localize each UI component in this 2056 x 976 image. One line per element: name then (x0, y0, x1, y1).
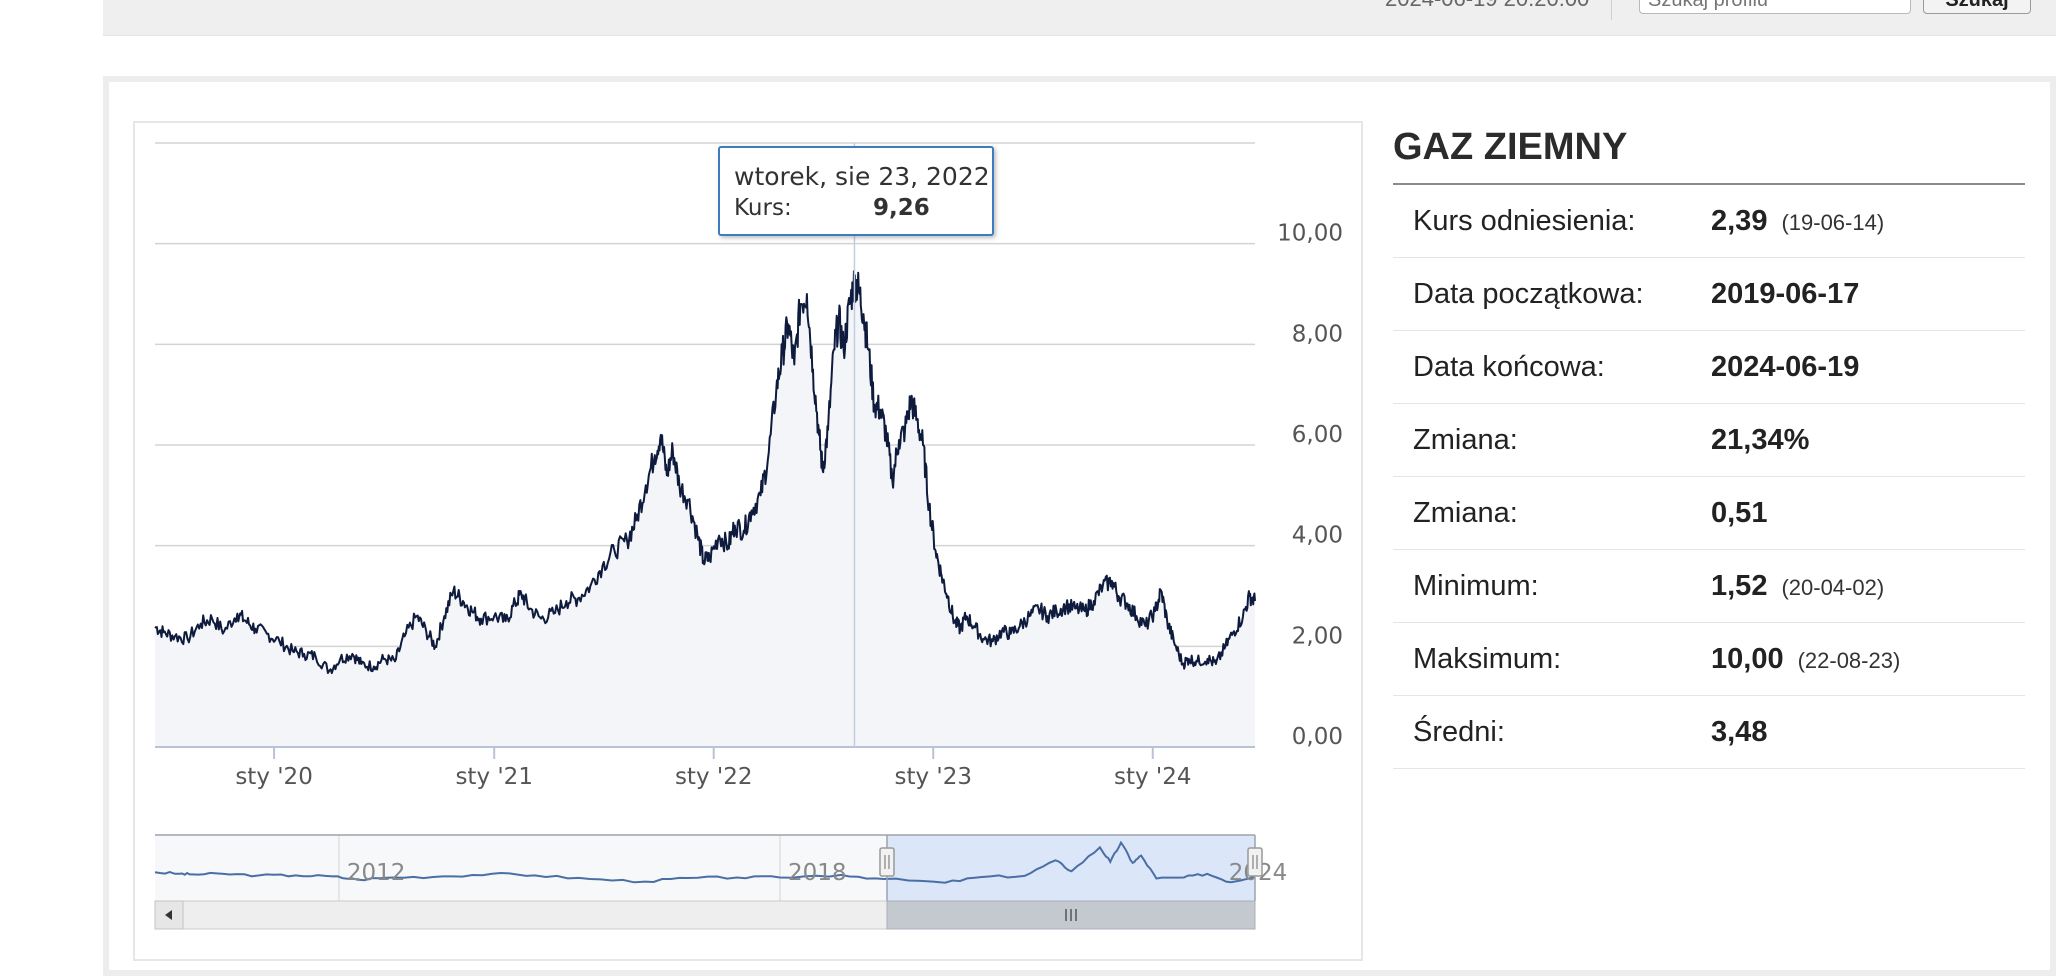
series-line (154, 270, 1256, 675)
navigator-tick-label: 2012 (347, 860, 406, 886)
stats-note: (20-04-02) (1781, 574, 1885, 600)
header-date: 2024-06-19 20:20:00 (1385, 0, 1589, 12)
stats-value: 10,00 (1711, 642, 1784, 675)
stats-value: 2024-06-19 (1711, 350, 1860, 383)
search-input[interactable] (1639, 0, 1911, 14)
y-tick-label: 2,00 (1292, 623, 1343, 649)
stats-label: Data początkowa: (1393, 257, 1710, 331)
stats-value-cell: 0,51 (1710, 476, 2025, 550)
y-tick-label: 4,00 (1292, 523, 1343, 549)
stats-label: Zmiana: (1393, 476, 1710, 550)
navigator-tick-label: 2018 (788, 860, 847, 886)
y-tick-label: 0,00 (1292, 724, 1343, 750)
tooltip-date: wtorek, sie 23, 2022 (734, 162, 990, 191)
navigator-handle-right[interactable] (1247, 847, 1263, 877)
stats-value: 0,51 (1711, 496, 1768, 529)
tooltip-box (718, 146, 994, 236)
search-button[interactable]: Szukaj (1923, 0, 2031, 14)
stats-note: (22-08-23) (1797, 647, 1901, 673)
stats-label: Maksimum: (1393, 622, 1710, 696)
x-tick-label: sty '20 (235, 764, 313, 790)
y-tick-label: 6,00 (1292, 422, 1343, 448)
stats-value-cell: 1,52 (20-04-02) (1710, 549, 2025, 623)
stats-table: Kurs odniesienia: 2,39 (19-06-14) Data pocz… (1393, 185, 2025, 769)
navigator[interactable]: 201220182024 (154, 834, 1287, 930)
header-separator (1611, 0, 1612, 20)
navigator-handle-left[interactable] (879, 847, 895, 877)
stats-value-cell: 21,34% (1710, 403, 2025, 477)
stats-label: Minimum: (1393, 549, 1710, 623)
stats-row: Zmiana: 0,51 (1393, 476, 2025, 550)
stats-label: Zmiana: (1393, 403, 1710, 477)
y-tick-label: 8,00 (1292, 321, 1343, 347)
x-tick-label: sty '24 (1114, 764, 1192, 790)
y-axis: 0,00 2,00 4,00 6,00 8,00 10,00 (1277, 221, 1343, 750)
scrollbar-thumb[interactable] (886, 900, 1256, 930)
tooltip: wtorek, sie 23, 2022 Kurs: 9,26 (718, 146, 994, 236)
price-chart[interactable]: sty '20 sty '21 sty '22 sty '23 sty '24 0,00… (135, 123, 1361, 959)
stats-row: Data początkowa: 2019-06-17 (1393, 257, 2025, 331)
stats-value: 2019-06-17 (1711, 277, 1860, 310)
stats-row: Maksimum: 10,00 (22-08-23) (1393, 622, 2025, 696)
stats-value-cell: 3,48 (1710, 695, 2025, 769)
stats-label: Średni: (1393, 695, 1710, 769)
navigator-series (154, 840, 1256, 884)
stats-value: 1,52 (1711, 569, 1768, 602)
stats-value: 3,48 (1711, 715, 1768, 748)
tooltip-value: 9,26 (873, 195, 930, 221)
stats-value: 2,39 (1711, 204, 1768, 237)
stats-value-cell: 2024-06-19 (1710, 330, 2025, 404)
stats-row: Średni: 3,48 (1393, 695, 2025, 769)
x-axis: sty '20 sty '21 sty '22 sty '23 sty '24 (155, 746, 1255, 790)
stats-row: Minimum: 1,52 (20-04-02) (1393, 549, 2025, 623)
stats-row: Zmiana: 21,34% (1393, 403, 2025, 477)
navigator-selection[interactable] (886, 835, 1255, 901)
stats-value-cell: 2019-06-17 (1710, 257, 2025, 331)
series-area (155, 271, 1255, 747)
area-layer (154, 270, 1256, 747)
scroll-left-button[interactable] (154, 900, 184, 930)
stats-note: (19-06-14) (1781, 209, 1885, 235)
stats-label: Kurs odniesienia: (1393, 185, 1710, 258)
x-tick-label: sty '21 (455, 764, 533, 790)
chart-container: sty '20 sty '21 sty '22 sty '23 sty '24 0,00… (133, 121, 1363, 961)
stats-value-cell: 2,39 (19-06-14) (1710, 185, 2025, 258)
stats-value: 21,34% (1711, 423, 1810, 456)
top-bar: 2024-06-19 20:20:00 Szukaj (103, 0, 2056, 36)
stats-value-cell: 10,00 (22-08-23) (1710, 622, 2025, 696)
instrument-title: GAZ ZIEMNY (1393, 118, 2025, 185)
x-tick-label: sty '23 (894, 764, 972, 790)
stats-row: Data końcowa: 2024-06-19 (1393, 330, 2025, 404)
info-panel: GAZ ZIEMNY Kurs odniesienia: 2,39 (19-06-1… (1393, 118, 2025, 769)
stats-row: Kurs odniesienia: 2,39 (19-06-14) (1393, 185, 2025, 258)
tooltip-series-label: Kurs: (734, 195, 792, 221)
x-tick-label: sty '22 (675, 764, 753, 790)
stats-label: Data końcowa: (1393, 330, 1710, 404)
y-tick-label: 10,00 (1277, 221, 1343, 247)
